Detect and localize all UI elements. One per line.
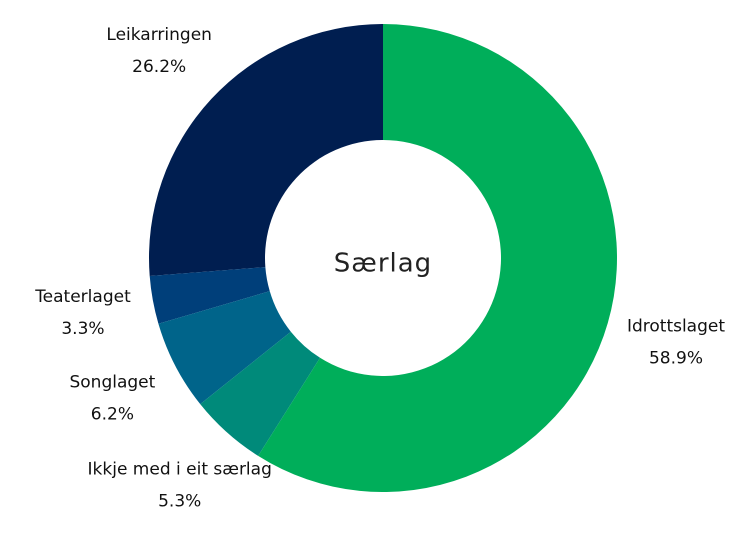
slice-label: Ikkje med i eit særlag [88,459,272,479]
slice-label: Idrottslaget [627,317,725,337]
slice-label: Teaterlaget [34,287,131,307]
donut-slice [158,291,291,405]
slice-value-label: 6.2% [91,405,134,425]
center-label: Særlag [334,249,432,279]
slice-value-label: 26.2% [132,57,186,77]
donut-slice [149,24,383,277]
donut-slice [200,331,321,456]
slice-value-label: 3.3% [61,319,104,339]
slice-value-label: 58.9% [649,349,703,369]
donut-slice [149,267,270,324]
donut-slice [258,24,617,492]
slice-value-label: 5.3% [158,491,201,511]
slice-label: Leikarringen [106,25,212,45]
slice-label: Songlaget [69,373,155,393]
